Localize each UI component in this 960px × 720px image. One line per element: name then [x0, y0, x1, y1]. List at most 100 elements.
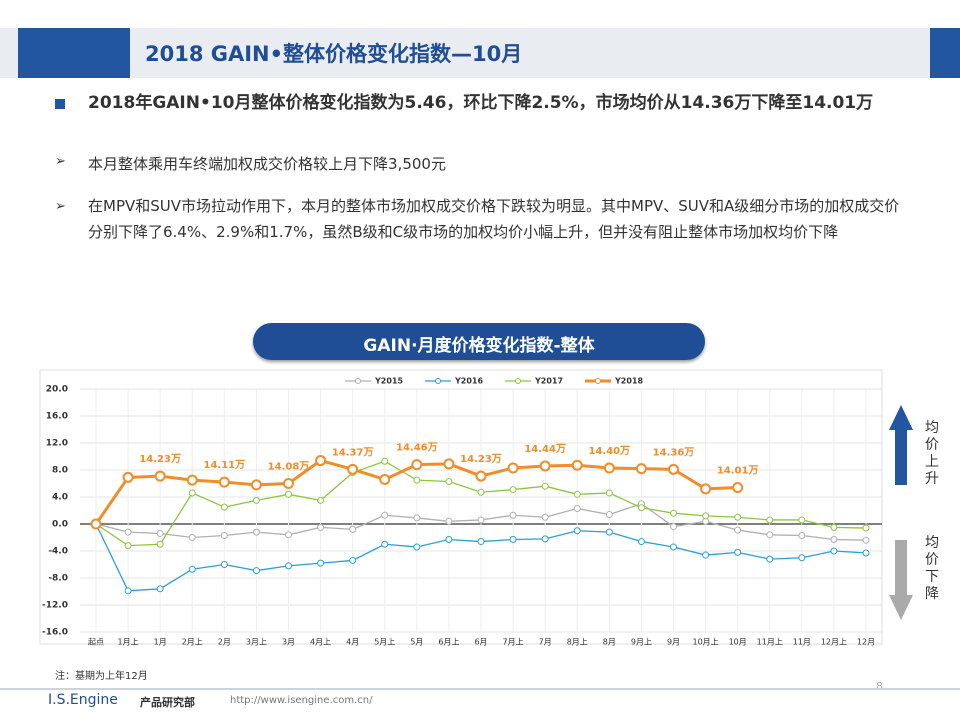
point: [317, 559, 325, 567]
y-tick-label: 16.0: [46, 412, 68, 422]
x-tick-label: 8月: [603, 638, 616, 647]
slide-title: 2018 GAIN•整体价格变化指数—10月: [145, 42, 523, 66]
legend-label: Y2017: [534, 377, 563, 386]
point: [766, 555, 774, 563]
x-tick-label: 3月上: [246, 638, 267, 647]
point: [220, 503, 228, 511]
point: [541, 482, 549, 490]
point: [605, 489, 613, 497]
point: [766, 516, 774, 524]
bullet-icon: ➢: [55, 199, 66, 214]
x-tick-label: 2月: [218, 638, 231, 647]
price-label: 14.36万: [653, 446, 695, 458]
point: [252, 567, 260, 575]
point: [477, 538, 485, 546]
point: [509, 536, 517, 544]
point: [381, 457, 389, 465]
point: [798, 516, 806, 524]
point: [124, 542, 132, 550]
x-tick-label: 7月: [539, 638, 552, 647]
bullet: 本月整体乘用车终端加权成交价格较上月下降3,500元: [88, 155, 446, 173]
point: [381, 540, 389, 548]
point: [830, 523, 838, 531]
point: [732, 482, 744, 494]
point: [477, 488, 485, 496]
y-tick-label: -12.0: [42, 601, 68, 611]
point: [285, 562, 292, 570]
chart-title: GAIN·月度价格变化指数-整体: [363, 336, 595, 356]
point: [734, 548, 742, 556]
point: [445, 536, 453, 544]
point: [250, 479, 262, 491]
legend-swatch: [435, 378, 441, 384]
point: [539, 460, 551, 472]
point: [122, 471, 134, 483]
price-label: 14.08万: [268, 461, 310, 473]
price-label: 14.11万: [204, 459, 246, 471]
point: [252, 528, 260, 536]
point: [862, 536, 870, 544]
point: [90, 518, 102, 530]
legend-swatch: [355, 378, 361, 384]
point: [700, 483, 712, 495]
point: [571, 459, 583, 471]
point: [603, 462, 615, 474]
point: [862, 549, 870, 557]
point: [445, 517, 453, 525]
point: [283, 478, 294, 489]
x-tick-label: 10月上: [692, 638, 718, 647]
point: [830, 536, 838, 544]
point: [186, 474, 198, 486]
y-tick-label: -8.0: [48, 574, 68, 584]
department: 产品研究部: [140, 696, 195, 709]
y-tick-label: 20.0: [46, 385, 68, 395]
point: [218, 476, 230, 488]
point: [509, 486, 517, 494]
point: [443, 458, 455, 470]
point: [670, 543, 677, 551]
point: [285, 490, 292, 498]
point: [541, 535, 549, 543]
price-label: 14.23万: [139, 453, 181, 465]
point: [347, 463, 359, 475]
legend-swatch: [595, 378, 601, 384]
point: [541, 513, 549, 521]
x-tick-label: 3月: [282, 638, 295, 647]
x-tick-label: 9月上: [631, 638, 652, 647]
legend-swatch: [515, 378, 521, 384]
point: [445, 477, 453, 485]
point: [670, 509, 677, 517]
y-tick-label: -16.0: [42, 628, 68, 638]
point: [670, 523, 677, 531]
point: [317, 523, 325, 531]
y-tick-label: 4.0: [52, 493, 68, 503]
note: 注：基期为上年12月: [55, 671, 148, 682]
point: [349, 525, 357, 533]
point: [188, 534, 196, 541]
point: [509, 511, 517, 519]
point: [635, 463, 647, 475]
x-tick-label: 8月上: [567, 638, 588, 647]
point: [156, 529, 164, 537]
legend-label: Y2018: [614, 377, 643, 386]
x-tick-label: 11月: [793, 638, 811, 647]
header-band: [0, 28, 960, 78]
point: [411, 459, 423, 471]
brand: I.S.Engine: [48, 692, 118, 708]
point: [220, 531, 228, 539]
point: [573, 490, 581, 498]
point: [862, 524, 870, 532]
legend-label: Y2016: [454, 377, 483, 386]
x-tick-label: 2月上: [182, 638, 203, 647]
point: [573, 504, 581, 512]
point: [156, 585, 164, 593]
point: [124, 587, 132, 595]
point: [188, 565, 196, 573]
x-tick-label: 11月上: [757, 638, 783, 647]
x-tick-label: 12月: [857, 638, 875, 647]
price-label: 14.01万: [717, 465, 759, 477]
price-label: 14.23万: [460, 453, 502, 465]
point: [475, 470, 487, 482]
price-label: 14.44万: [524, 443, 566, 455]
header-block: [930, 28, 960, 78]
